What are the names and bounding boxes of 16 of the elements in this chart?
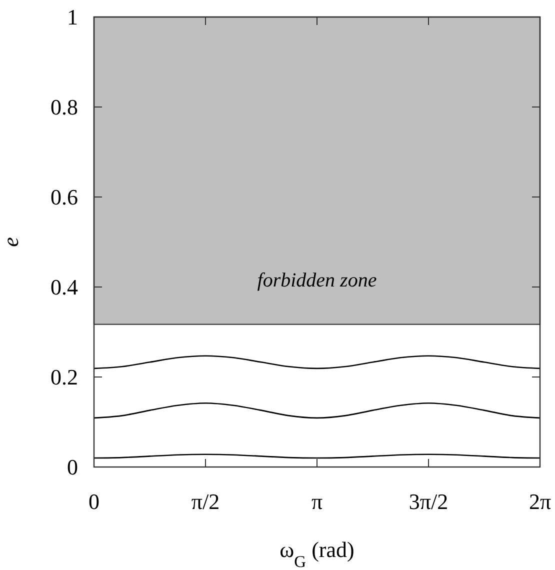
y-tick-label: 0.8 [50, 94, 78, 120]
x-tick-label: π/2 [191, 489, 220, 514]
y-tick-label: 0.4 [50, 274, 78, 300]
x-tick-label: 2π [528, 489, 552, 514]
x-tick-label: π [311, 489, 323, 514]
line-series [93, 355, 541, 370]
y-tick-label: 0.2 [50, 364, 78, 390]
y-tick-label: 1 [67, 4, 78, 30]
y-tick-label: 0 [67, 454, 78, 480]
line-series [93, 402, 541, 419]
y-axis-title: e [0, 236, 23, 247]
x-tick-label: 0 [88, 489, 100, 514]
y-tick-label: 0.6 [50, 184, 78, 210]
band-label: forbidden zone [257, 269, 377, 292]
x-tick-label: 3π/2 [408, 489, 448, 514]
x-axis-title: ω$_{G}$ (rad) [280, 537, 354, 570]
